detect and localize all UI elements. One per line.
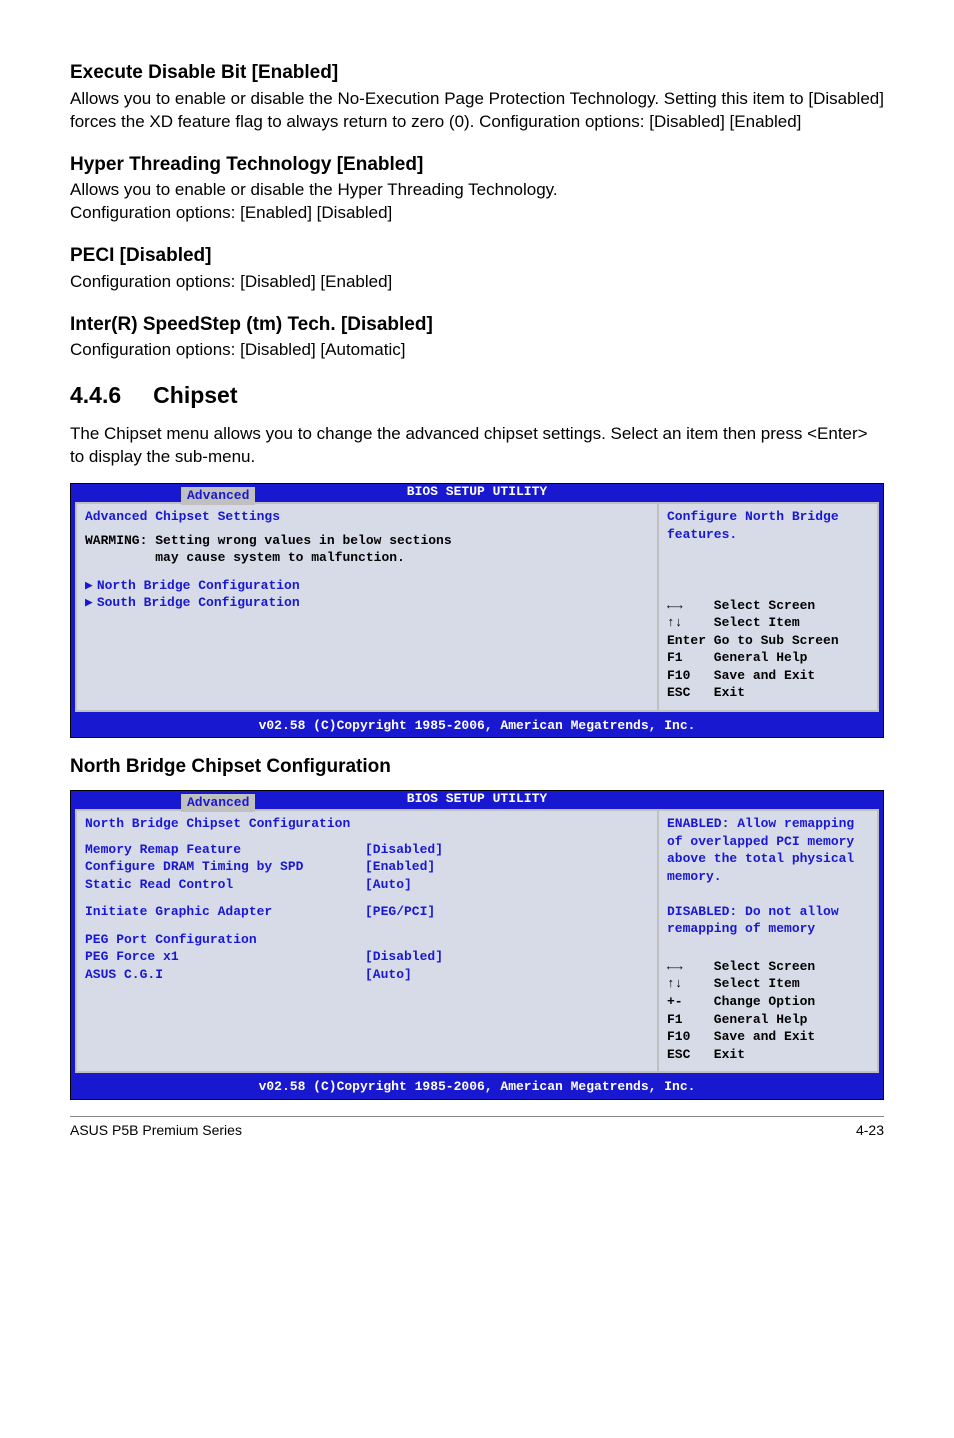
option-dram-timing[interactable]: Configure DRAM Timing by SPD[Enabled]: [85, 858, 649, 876]
heading-north-bridge-config: North Bridge Chipset Configuration: [70, 754, 884, 780]
heading-peci: PECI [Disabled]: [70, 243, 884, 269]
heading-speedstep: Inter(R) SpeedStep (tm) Tech. [Disabled]: [70, 312, 884, 338]
key-select-item: ↑↓ Select Item: [667, 975, 869, 993]
option-label: Memory Remap Feature: [85, 841, 365, 859]
option-memory-remap[interactable]: Memory Remap Feature[Disabled]: [85, 841, 649, 859]
option-graphic-adapter[interactable]: Initiate Graphic Adapter[PEG/PCI]: [85, 903, 649, 921]
option-peg-port: PEG Port Configuration: [85, 931, 649, 949]
key-f10: F10 Save and Exit: [667, 1028, 869, 1046]
footer-left: ASUS P5B Premium Series: [70, 1121, 242, 1140]
section-title: Chipset: [153, 382, 237, 408]
bios-tab-advanced[interactable]: Advanced: [181, 794, 255, 812]
key-enter: Enter Go to Sub Screen: [667, 632, 869, 650]
option-label: Initiate Graphic Adapter: [85, 903, 365, 921]
menu-south-bridge[interactable]: ▶ South Bridge Configuration: [85, 594, 649, 612]
page-rule: [70, 1116, 884, 1117]
option-value: [Enabled]: [365, 858, 435, 876]
bios-help-text: Configure North Bridge features.: [667, 508, 869, 543]
option-value: [PEG/PCI]: [365, 903, 435, 921]
key-select-screen: ←→ Select Screen: [667, 958, 869, 976]
option-value: [Disabled]: [365, 948, 443, 966]
option-label: PEG Port Configuration: [85, 931, 365, 949]
key-f1: F1 General Help: [667, 1011, 869, 1029]
bios-screen-chipset: BIOS SETUP UTILITY Advanced Advanced Chi…: [70, 483, 884, 738]
desc-execute-disable: Allows you to enable or disable the No-E…: [70, 88, 884, 134]
bios-title: BIOS SETUP UTILITY: [407, 791, 547, 806]
bios-key-legend: ←→ Select Screen ↑↓ Select Item +- Chang…: [667, 958, 869, 1063]
bios-warning: WARMING: Setting wrong values in below s…: [85, 532, 649, 567]
bios-panel-title: North Bridge Chipset Configuration: [85, 815, 649, 833]
bios-header: BIOS SETUP UTILITY Advanced: [71, 791, 883, 809]
bios-footer: v02.58 (C)Copyright 1985-2006, American …: [71, 716, 883, 738]
option-asus-cgi[interactable]: ASUS C.G.I[Auto]: [85, 966, 649, 984]
key-change-option: +- Change Option: [667, 993, 869, 1011]
bios-title: BIOS SETUP UTILITY: [407, 484, 547, 499]
desc-speedstep: Configuration options: [Disabled] [Autom…: [70, 339, 884, 362]
bios-right-panel: ENABLED: Allow remapping of overlapped P…: [659, 811, 877, 1071]
menu-north-bridge-label: North Bridge Configuration: [97, 578, 300, 593]
bios-left-panel: Advanced Chipset Settings WARMING: Setti…: [77, 504, 659, 710]
option-label: Static Read Control: [85, 876, 365, 894]
section-chipset-heading: 4.4.6 Chipset: [70, 380, 884, 411]
key-select-screen: ←→ Select Screen: [667, 597, 869, 615]
option-value: [Disabled]: [365, 841, 443, 859]
menu-north-bridge[interactable]: ▶ North Bridge Configuration: [85, 577, 649, 595]
bios-left-panel: North Bridge Chipset Configuration Memor…: [77, 811, 659, 1071]
key-esc: ESC Exit: [667, 684, 869, 702]
key-f10: F10 Save and Exit: [667, 667, 869, 685]
desc-peci: Configuration options: [Disabled] [Enabl…: [70, 271, 884, 294]
key-esc: ESC Exit: [667, 1046, 869, 1064]
bios-key-legend: ←→ Select Screen ↑↓ Select Item Enter Go…: [667, 597, 869, 702]
option-label: Configure DRAM Timing by SPD: [85, 858, 365, 876]
desc-hyper-threading: Allows you to enable or disable the Hype…: [70, 179, 884, 225]
bios-right-panel: Configure North Bridge features. ←→ Sele…: [659, 504, 877, 710]
bios-help-text: ENABLED: Allow remapping of overlapped P…: [667, 815, 869, 938]
option-peg-force[interactable]: PEG Force x1[Disabled]: [85, 948, 649, 966]
key-select-item: ↑↓ Select Item: [667, 614, 869, 632]
option-label: PEG Force x1: [85, 948, 365, 966]
option-label: ASUS C.G.I: [85, 966, 365, 984]
key-f1: F1 General Help: [667, 649, 869, 667]
menu-south-bridge-label: South Bridge Configuration: [97, 595, 300, 610]
section-chipset-intro: The Chipset menu allows you to change th…: [70, 423, 884, 469]
bios-header: BIOS SETUP UTILITY Advanced: [71, 484, 883, 502]
bios-screen-north-bridge: BIOS SETUP UTILITY Advanced North Bridge…: [70, 790, 884, 1100]
triangle-icon: ▶: [85, 578, 93, 593]
triangle-icon: ▶: [85, 595, 93, 610]
footer-right: 4-23: [856, 1121, 884, 1140]
bios-tab-advanced[interactable]: Advanced: [181, 487, 255, 505]
bios-panel-title: Advanced Chipset Settings: [85, 508, 649, 526]
option-value: [Auto]: [365, 966, 412, 984]
section-number: 4.4.6: [70, 380, 121, 411]
heading-execute-disable: Execute Disable Bit [Enabled]: [70, 60, 884, 86]
heading-hyper-threading: Hyper Threading Technology [Enabled]: [70, 152, 884, 178]
option-value: [Auto]: [365, 876, 412, 894]
bios-footer: v02.58 (C)Copyright 1985-2006, American …: [71, 1077, 883, 1099]
page-footer: ASUS P5B Premium Series 4-23: [70, 1121, 884, 1140]
option-static-read[interactable]: Static Read Control[Auto]: [85, 876, 649, 894]
